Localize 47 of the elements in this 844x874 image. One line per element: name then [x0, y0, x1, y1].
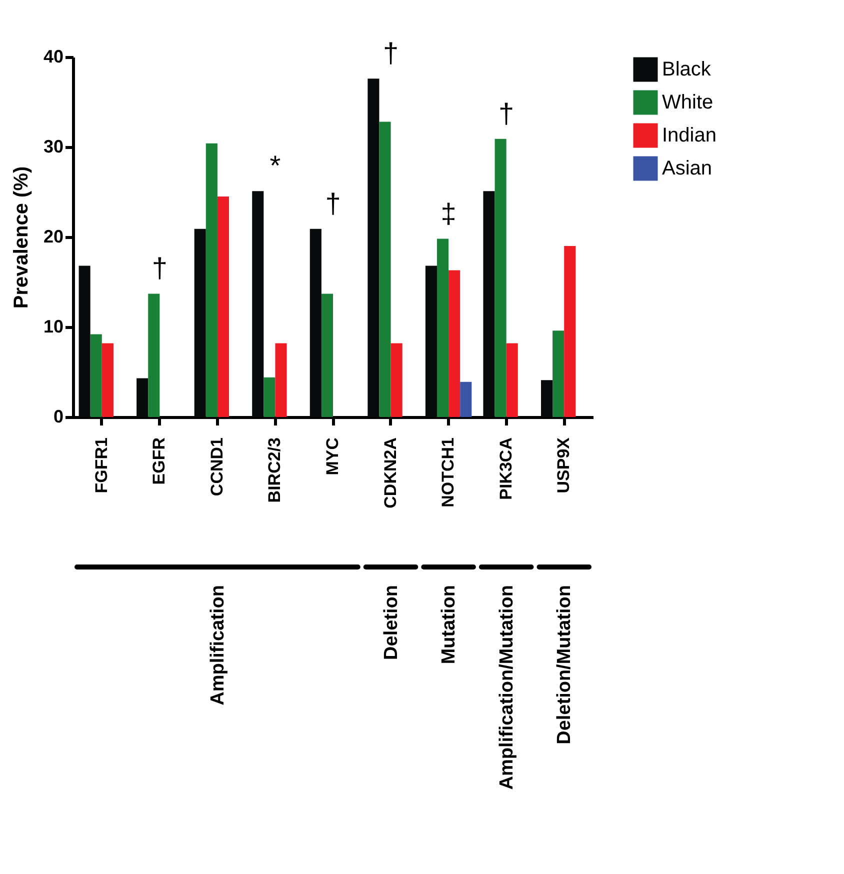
- text: Deletion: [380, 585, 402, 660]
- annotation: †: [152, 252, 168, 284]
- annotation: †: [382, 38, 399, 69]
- text: Deletion/Mutation: [554, 585, 576, 744]
- y-tick-label: 40: [43, 46, 64, 66]
- x-tick-label: FGFR1: [92, 438, 111, 494]
- legend-label: Black: [662, 58, 712, 80]
- bar: [217, 196, 229, 417]
- x-tick-label: BIRC2/3: [265, 438, 284, 503]
- bar: [102, 343, 114, 417]
- bar: [564, 246, 576, 417]
- x-tick-label: NOTCH1: [438, 438, 458, 508]
- bar: [275, 343, 287, 417]
- bar: [448, 270, 460, 417]
- annotation: †: [498, 98, 514, 129]
- legend-label: Indian: [662, 124, 716, 146]
- bar: [90, 334, 102, 417]
- y-tick-label: 10: [43, 316, 64, 336]
- bar: [506, 343, 518, 417]
- x-tick-label: MYC: [323, 438, 342, 476]
- bar: [148, 294, 160, 417]
- bar: [390, 343, 402, 417]
- annotation: †: [325, 188, 341, 219]
- y-tick-label: 20: [43, 226, 64, 246]
- bar: [321, 294, 333, 417]
- bar: [206, 143, 218, 417]
- x-tick-label: PIK3CA: [496, 438, 516, 500]
- text: Amplification: [207, 585, 228, 706]
- legend-label: White: [662, 92, 714, 114]
- x-tick-label: EGFR: [150, 438, 169, 485]
- annotation: *: [270, 150, 281, 182]
- x-tick-label: USP9X: [554, 436, 574, 494]
- bar: [494, 138, 506, 417]
- bar: [460, 382, 472, 417]
- x-tick-label: CDKN2A: [380, 438, 400, 508]
- x-tick-label: CCND1: [207, 438, 226, 496]
- y-axis-title: Prevalence (%): [10, 166, 32, 309]
- y-tick-label: 30: [43, 136, 64, 156]
- bar: [552, 330, 564, 417]
- text: Amplification/Mutation: [496, 585, 518, 790]
- text: Mutation: [438, 585, 460, 664]
- annotation: ‡: [440, 198, 456, 229]
- y-tick-label: 0: [53, 406, 64, 426]
- bar: [264, 377, 276, 417]
- legend-label: Asian: [662, 158, 712, 180]
- bar: [379, 122, 391, 417]
- bar: [437, 238, 449, 417]
